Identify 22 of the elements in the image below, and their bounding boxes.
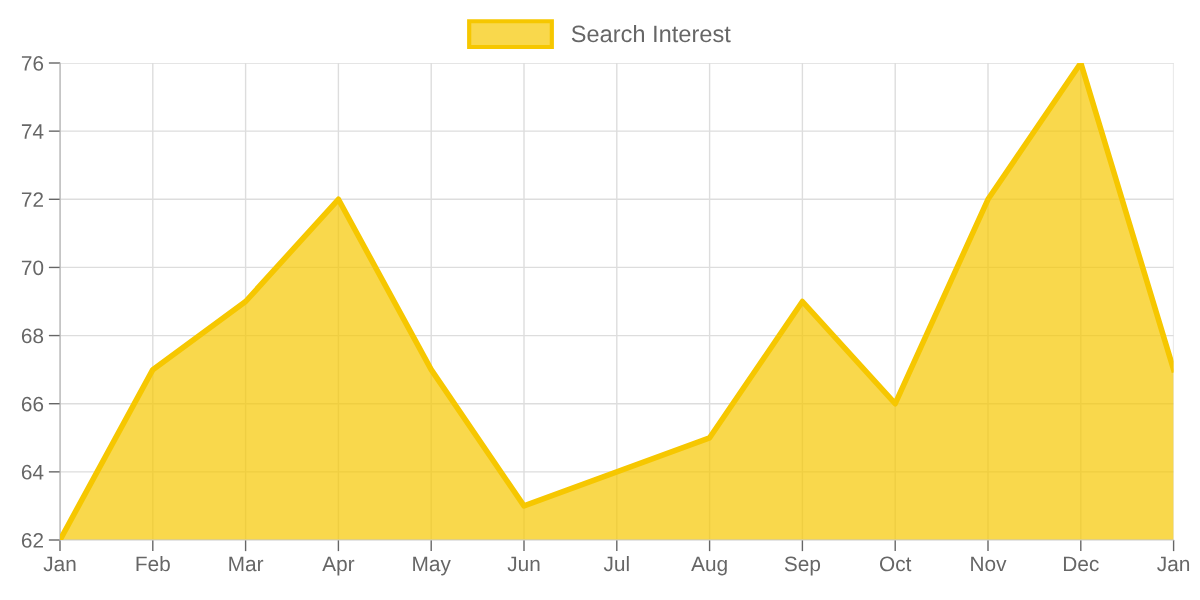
y-tick-label: 74 bbox=[21, 124, 44, 139]
legend-label: Search Interest bbox=[571, 24, 731, 43]
y-tick-label: 76 bbox=[21, 56, 44, 71]
x-tick-label: May bbox=[413, 556, 451, 576]
x-tick-label: Feb bbox=[136, 555, 170, 572]
y-tick-label: 68 bbox=[21, 328, 44, 344]
x-tick-label: Oct bbox=[879, 556, 912, 572]
x-tick-label: Jan bbox=[43, 556, 76, 572]
y-tick-label: 70 bbox=[21, 260, 44, 276]
x-tick-label: Nov bbox=[971, 556, 1007, 572]
x-tick-label: Apr bbox=[322, 556, 355, 576]
x-tick-label: Dec bbox=[1063, 556, 1099, 572]
x-tick-label: Jul bbox=[603, 555, 629, 572]
x-tick-label: Jun bbox=[507, 556, 540, 572]
x-tick-label: Sep bbox=[784, 556, 821, 576]
x-tick-label: Aug bbox=[691, 556, 727, 576]
y-tick-label: 62 bbox=[21, 533, 43, 548]
x-tick-label: Mar bbox=[229, 556, 264, 572]
y-tick-label: 66 bbox=[21, 396, 44, 412]
y-tick-label: 72 bbox=[21, 192, 43, 207]
x-tick-label: Jan bbox=[1157, 556, 1190, 572]
y-tick-label: 64 bbox=[21, 464, 44, 480]
